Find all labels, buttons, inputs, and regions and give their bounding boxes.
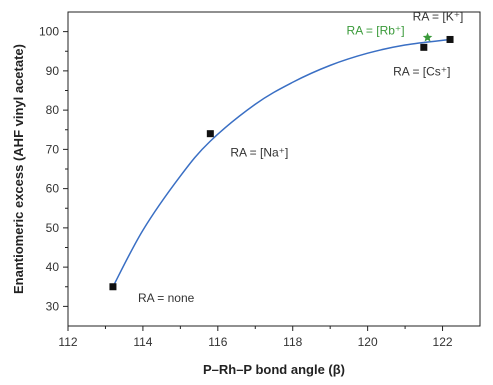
data-point-square xyxy=(420,43,428,51)
y-tick-label: 40 xyxy=(46,260,60,274)
annotation-label: RA = [K⁺] xyxy=(413,9,464,23)
data-point-square xyxy=(206,130,214,138)
y-axis-title: Enantiomeric excess (AHF vinyl acetate) xyxy=(11,44,26,294)
data-points xyxy=(109,32,454,291)
data-point-square xyxy=(446,35,454,43)
x-tick-label: 120 xyxy=(358,335,378,349)
y-tick-label: 80 xyxy=(46,103,60,117)
x-axis-ticks: 112 114 116 118 120 122 xyxy=(58,326,453,349)
fit-curve xyxy=(112,38,451,288)
plot-frame xyxy=(67,11,481,327)
y-tick-label: 90 xyxy=(46,64,60,78)
plot-border xyxy=(67,11,481,327)
x-tick-label: 118 xyxy=(283,335,302,349)
annotation-label: RA = none xyxy=(138,291,195,305)
x-axis-title: P–Rh–P bond angle (β) xyxy=(203,362,345,377)
y-tick-label: 100 xyxy=(39,25,59,39)
x-tick-label: 116 xyxy=(208,335,227,349)
x-tick-label: 114 xyxy=(133,335,152,349)
y-tick-label: 30 xyxy=(46,299,60,313)
y-tick-label: 70 xyxy=(46,142,60,156)
data-point-square xyxy=(109,283,117,291)
data-point-star xyxy=(422,32,433,42)
x-tick-label: 122 xyxy=(433,335,453,349)
y-axis-ticks: 30 40 50 60 70 80 90 100 xyxy=(39,25,68,313)
y-tick-label: 60 xyxy=(46,182,60,196)
annotation-label: RA = [Na⁺] xyxy=(230,146,288,160)
point-annotations: RA = none RA = [Na⁺] RA = [Cs⁺] RA = [K⁺] RA… xyxy=(138,9,463,304)
annotation-label: RA = [Rb⁺] xyxy=(347,24,405,38)
annotation-label: RA = [Cs⁺] xyxy=(393,64,450,78)
y-tick-label: 50 xyxy=(46,221,60,235)
x-tick-label: 112 xyxy=(58,335,77,349)
